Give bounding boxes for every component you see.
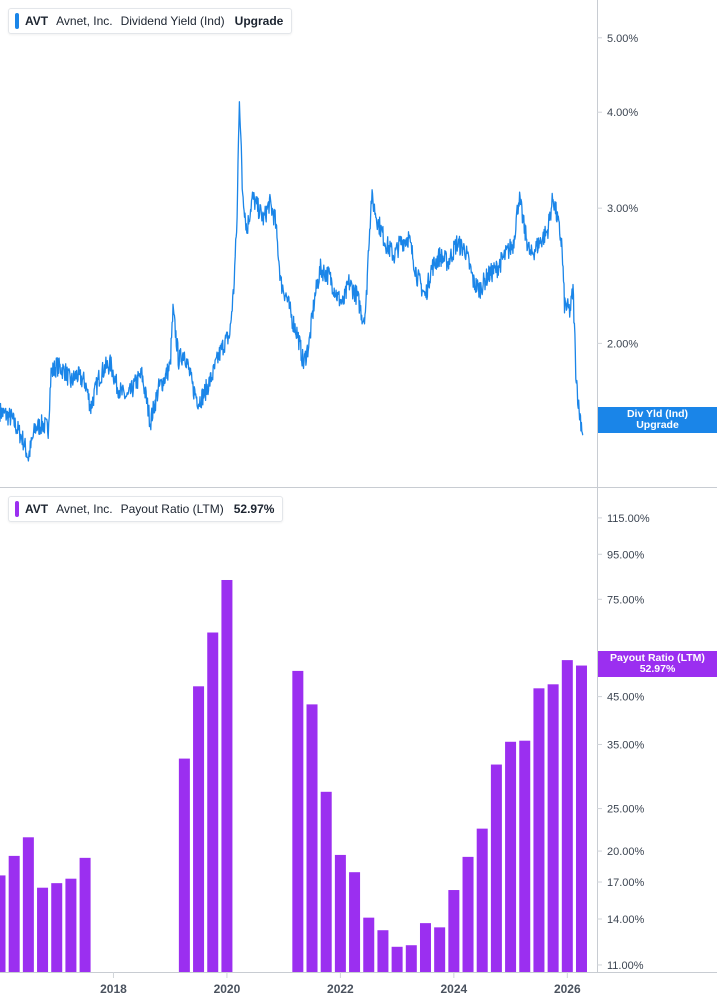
y-tick-label: 75.00% bbox=[607, 594, 645, 606]
x-tick-label: 2022 bbox=[327, 982, 354, 996]
payout-bar bbox=[434, 927, 446, 972]
payout-bar bbox=[476, 828, 488, 972]
payout-bar bbox=[22, 837, 34, 972]
y-tick-label: 4.00% bbox=[607, 107, 638, 119]
bottom-legend-value: 52.97% bbox=[233, 502, 275, 516]
payout-ratio-bars bbox=[0, 579, 587, 972]
y-tick-label: 25.00% bbox=[607, 804, 645, 816]
payout-bar bbox=[349, 872, 361, 972]
top-legend-metric: Dividend Yield (Ind) bbox=[120, 14, 225, 28]
payout-bar bbox=[334, 854, 346, 972]
x-tick-label: 2024 bbox=[440, 982, 467, 996]
payout-bar bbox=[178, 758, 190, 972]
payout-tag-label: Payout Ratio (LTM) bbox=[610, 652, 705, 664]
x-tick-label: 2020 bbox=[214, 982, 241, 996]
payout-value-tag: Payout Ratio (LTM) 52.97% bbox=[598, 651, 717, 677]
payout-bar bbox=[320, 791, 332, 972]
y-tick-label: 5.00% bbox=[607, 33, 638, 45]
payout-bar bbox=[462, 856, 474, 972]
yield-tag-label: Div Yld (Ind) bbox=[626, 408, 689, 420]
payout-bar bbox=[193, 686, 205, 972]
payout-bar bbox=[363, 917, 375, 972]
y-tick-label: 2.00% bbox=[607, 338, 638, 350]
payout-tag-value: 52.97% bbox=[639, 663, 676, 675]
y-tick-label: 20.00% bbox=[607, 846, 645, 858]
payout-bar bbox=[292, 670, 304, 972]
y-tick-label: 115.00% bbox=[607, 513, 650, 525]
payout-swatch bbox=[15, 501, 19, 517]
payout-bar bbox=[207, 632, 219, 972]
payout-bar bbox=[448, 890, 460, 972]
payout-bar bbox=[65, 878, 77, 972]
payout-bar bbox=[419, 923, 431, 972]
payout-bar bbox=[519, 740, 531, 972]
x-tick-label: 2018 bbox=[100, 982, 127, 996]
top-legend-ticker: AVT bbox=[25, 14, 49, 28]
payout-bar bbox=[221, 579, 233, 972]
payout-bar bbox=[79, 857, 91, 972]
payout-bar bbox=[490, 764, 502, 972]
payout-bar bbox=[51, 883, 63, 972]
bottom-legend-metric: Payout Ratio (LTM) bbox=[120, 502, 224, 516]
x-axis: 2018 2020 2022 2024 2026 bbox=[100, 972, 581, 996]
bottom-y-axis: 115.00% 95.00% 75.00% 45.00% 35.00% 25.00% 20.… bbox=[597, 513, 650, 972]
bottom-legend-company: Avnet, Inc. bbox=[56, 502, 113, 516]
top-legend-upgrade[interactable]: Upgrade bbox=[234, 14, 284, 28]
y-tick-label: 11.00% bbox=[607, 960, 644, 972]
yield-tag-value: Upgrade bbox=[636, 419, 679, 431]
y-tick-label: 45.00% bbox=[607, 692, 645, 704]
payout-bar bbox=[8, 855, 20, 972]
y-tick-label: 3.00% bbox=[607, 203, 638, 215]
payout-bar bbox=[405, 945, 417, 972]
payout-bar bbox=[391, 946, 403, 972]
payout-bar bbox=[306, 704, 318, 972]
bottom-legend: AVT Avnet, Inc. Payout Ratio (LTM) 52.97… bbox=[8, 496, 284, 522]
payout-bar bbox=[561, 660, 573, 972]
y-tick-label: 17.00% bbox=[607, 877, 645, 889]
payout-bar bbox=[377, 930, 389, 972]
top-legend: AVT Avnet, Inc. Dividend Yield (Ind) Upg… bbox=[8, 8, 293, 34]
y-tick-label: 14.00% bbox=[607, 914, 645, 926]
yield-swatch bbox=[15, 13, 19, 29]
payout-bar bbox=[533, 688, 545, 972]
y-tick-label: 35.00% bbox=[607, 739, 645, 751]
x-tick-label: 2026 bbox=[554, 982, 581, 996]
dividend-yield-line bbox=[0, 101, 584, 462]
payout-bar bbox=[505, 741, 517, 972]
top-legend-company: Avnet, Inc. bbox=[56, 14, 113, 28]
bottom-legend-ticker: AVT bbox=[25, 502, 49, 516]
payout-bar bbox=[37, 887, 49, 972]
payout-bar bbox=[547, 684, 559, 972]
y-tick-label: 95.00% bbox=[607, 549, 645, 561]
payout-bar bbox=[575, 665, 587, 972]
payout-bar bbox=[0, 875, 6, 972]
top-y-axis: 5.00% 4.00% 3.00% 2.00% bbox=[597, 33, 638, 350]
yield-value-tag: Div Yld (Ind) Upgrade bbox=[598, 407, 717, 433]
